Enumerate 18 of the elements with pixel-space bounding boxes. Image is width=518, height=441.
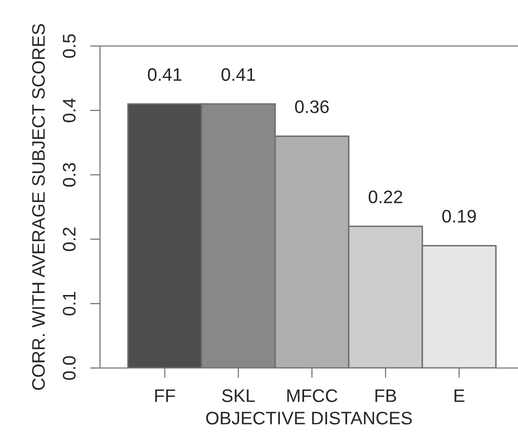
x-tick-label: MFCC bbox=[287, 389, 338, 402]
x-tick-label: SKL bbox=[222, 389, 255, 402]
x-tick-label: FB bbox=[375, 389, 396, 402]
data-label: 0.22 bbox=[368, 190, 402, 204]
data-label: 0.41 bbox=[221, 68, 256, 81]
data-label: 0.19 bbox=[442, 210, 476, 223]
data-label: 0.36 bbox=[295, 100, 329, 114]
y-tick-label: 0.1 bbox=[62, 292, 76, 316]
x-tick-label: E bbox=[454, 389, 464, 402]
y-tick-label: 0.0 bbox=[62, 356, 76, 380]
x-axis-title: OBJECTIVE DISTANCES bbox=[206, 412, 412, 424]
y-tick-label: 0.5 bbox=[62, 34, 76, 58]
y-tick-label: 0.4 bbox=[62, 98, 76, 122]
y-axis-title: CORR. WITH AVERAGE SUBJECT SCORES bbox=[32, 24, 45, 390]
data-label: 0.41 bbox=[148, 68, 182, 81]
y-tick-label: 0.2 bbox=[62, 228, 76, 252]
y-tick-label: 0.3 bbox=[62, 163, 76, 187]
x-tick-label: FF bbox=[155, 389, 176, 402]
